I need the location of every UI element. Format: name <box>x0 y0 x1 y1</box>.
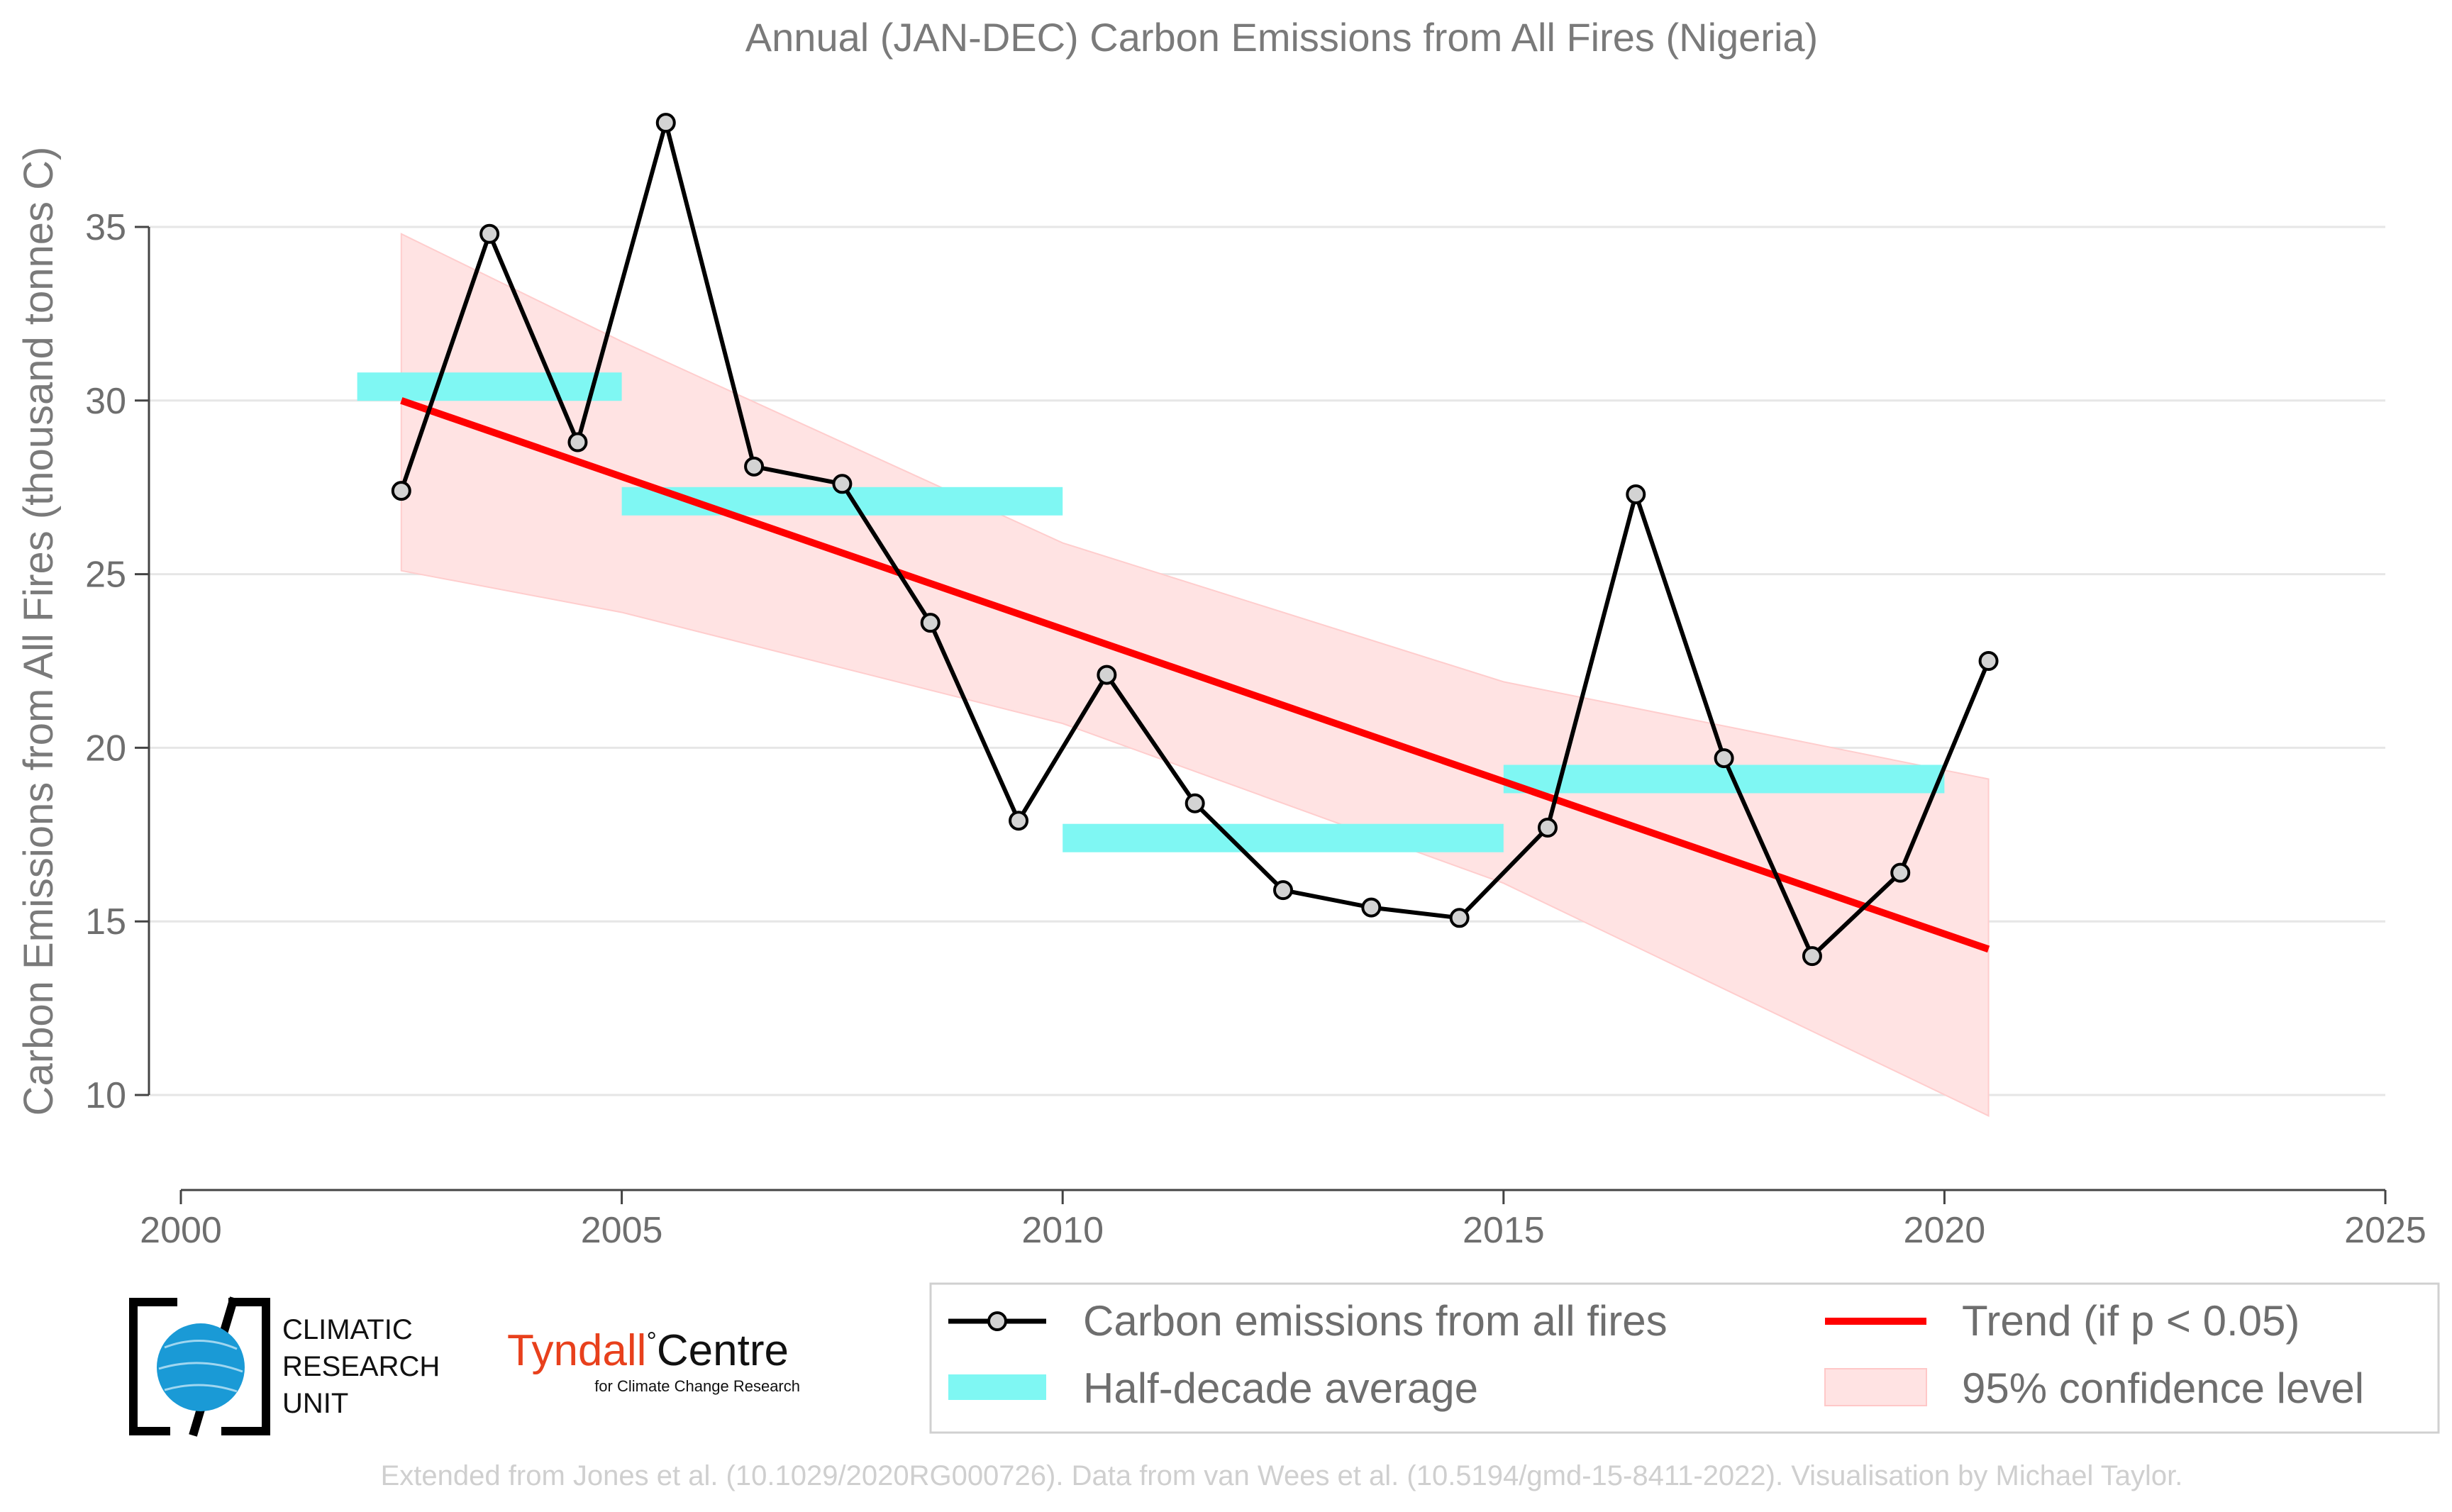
half-decade-average-bar <box>1063 823 1504 852</box>
trend-line <box>400 397 1990 953</box>
half-decade-average-bar <box>1503 765 1945 794</box>
emissions-point <box>1714 748 1734 769</box>
legend: Carbon emissions from all fires Trend (i… <box>929 1282 2440 1434</box>
tyndall-logo-name: Tyndall <box>507 1326 646 1375</box>
emissions-point <box>1185 793 1205 813</box>
y-ticks: 10 15 20 25 30 35 <box>85 207 149 1116</box>
legend-confidence-swatch <box>1824 1368 1927 1406</box>
x-tick-label: 2015 <box>1463 1210 1545 1251</box>
cru-logo-frame <box>129 1298 270 1435</box>
globe-icon <box>157 1323 245 1411</box>
legend-emissions-marker <box>987 1311 1007 1331</box>
x-tick-label: 2025 <box>2344 1210 2426 1251</box>
credit-text: Extended from Jones et al. (10.1029/2020… <box>381 1460 2183 1491</box>
y-tick-label: 25 <box>85 555 126 596</box>
x-tick-label: 2010 <box>1021 1210 1104 1251</box>
y-tick-label: 10 <box>85 1075 126 1116</box>
emissions-point <box>1449 908 1470 928</box>
chart-title: Annual (JAN-DEC) Carbon Emissions from A… <box>745 15 1818 60</box>
emissions-point <box>1361 897 1382 918</box>
legend-box <box>929 1282 2440 1434</box>
y-axis-label: Carbon Emissions from All Fires (thousan… <box>16 147 62 1116</box>
emissions-point <box>1537 818 1558 838</box>
tyndall-logo-centre: Centre <box>657 1326 789 1375</box>
emissions-point <box>744 456 765 477</box>
tyndall-logo: Tyndall°Centre for Climate Change Resear… <box>507 1326 800 1395</box>
y-tick-label: 30 <box>85 381 126 422</box>
legend-label-confidence: 95% confidence level <box>1962 1364 2364 1412</box>
emissions-point <box>1626 484 1646 504</box>
cru-logo: CLIMATIC RESEARCH UNIT <box>129 1296 440 1437</box>
emissions-point <box>655 113 676 133</box>
tyndall-logo-subtitle: for Climate Change Research <box>594 1377 800 1395</box>
x-tick-label: 2020 <box>1904 1210 1986 1251</box>
half-decade-average-group <box>357 372 1945 852</box>
cru-logo-line2: RESEARCH <box>282 1351 440 1382</box>
legend-label-emissions: Carbon emissions from all fires <box>1083 1297 1668 1345</box>
x-tick-label: 2000 <box>140 1210 222 1251</box>
emissions-point <box>1009 811 1029 831</box>
legend-label-trend: Trend (if p < 0.05) <box>1962 1297 2300 1345</box>
emissions-point <box>1097 665 1117 685</box>
trend-line-group <box>400 397 1990 953</box>
tyndall-logo-text: Tyndall°Centre <box>507 1326 789 1375</box>
y-tick-label: 15 <box>85 901 126 943</box>
legend-average-swatch <box>948 1374 1046 1400</box>
emissions-point <box>1802 946 1822 967</box>
legend-label-average: Half-decade average <box>1083 1364 1478 1412</box>
cru-logo-line3: UNIT <box>282 1388 348 1419</box>
emissions-point <box>832 474 853 494</box>
emissions-point <box>1890 862 1911 883</box>
emissions-point <box>920 613 941 633</box>
y-tick-label: 35 <box>85 207 126 248</box>
half-decade-average-bar <box>357 372 622 401</box>
emissions-point <box>479 223 500 244</box>
y-tick-label: 20 <box>85 728 126 769</box>
emissions-point <box>391 481 411 501</box>
axes <box>148 227 2385 1191</box>
emissions-line-group <box>391 113 1999 967</box>
globe-icon-lines <box>158 1339 243 1393</box>
cru-logo-line1: CLIMATIC <box>282 1314 413 1345</box>
tyndall-logo-degree: ° <box>646 1326 656 1355</box>
x-ticks: 2000 2005 2010 2015 2020 2025 <box>140 1190 2426 1251</box>
emissions-point <box>1978 651 1999 671</box>
emissions-point <box>567 432 588 452</box>
x-tick-label: 2005 <box>581 1210 663 1251</box>
emissions-point <box>1273 880 1293 901</box>
